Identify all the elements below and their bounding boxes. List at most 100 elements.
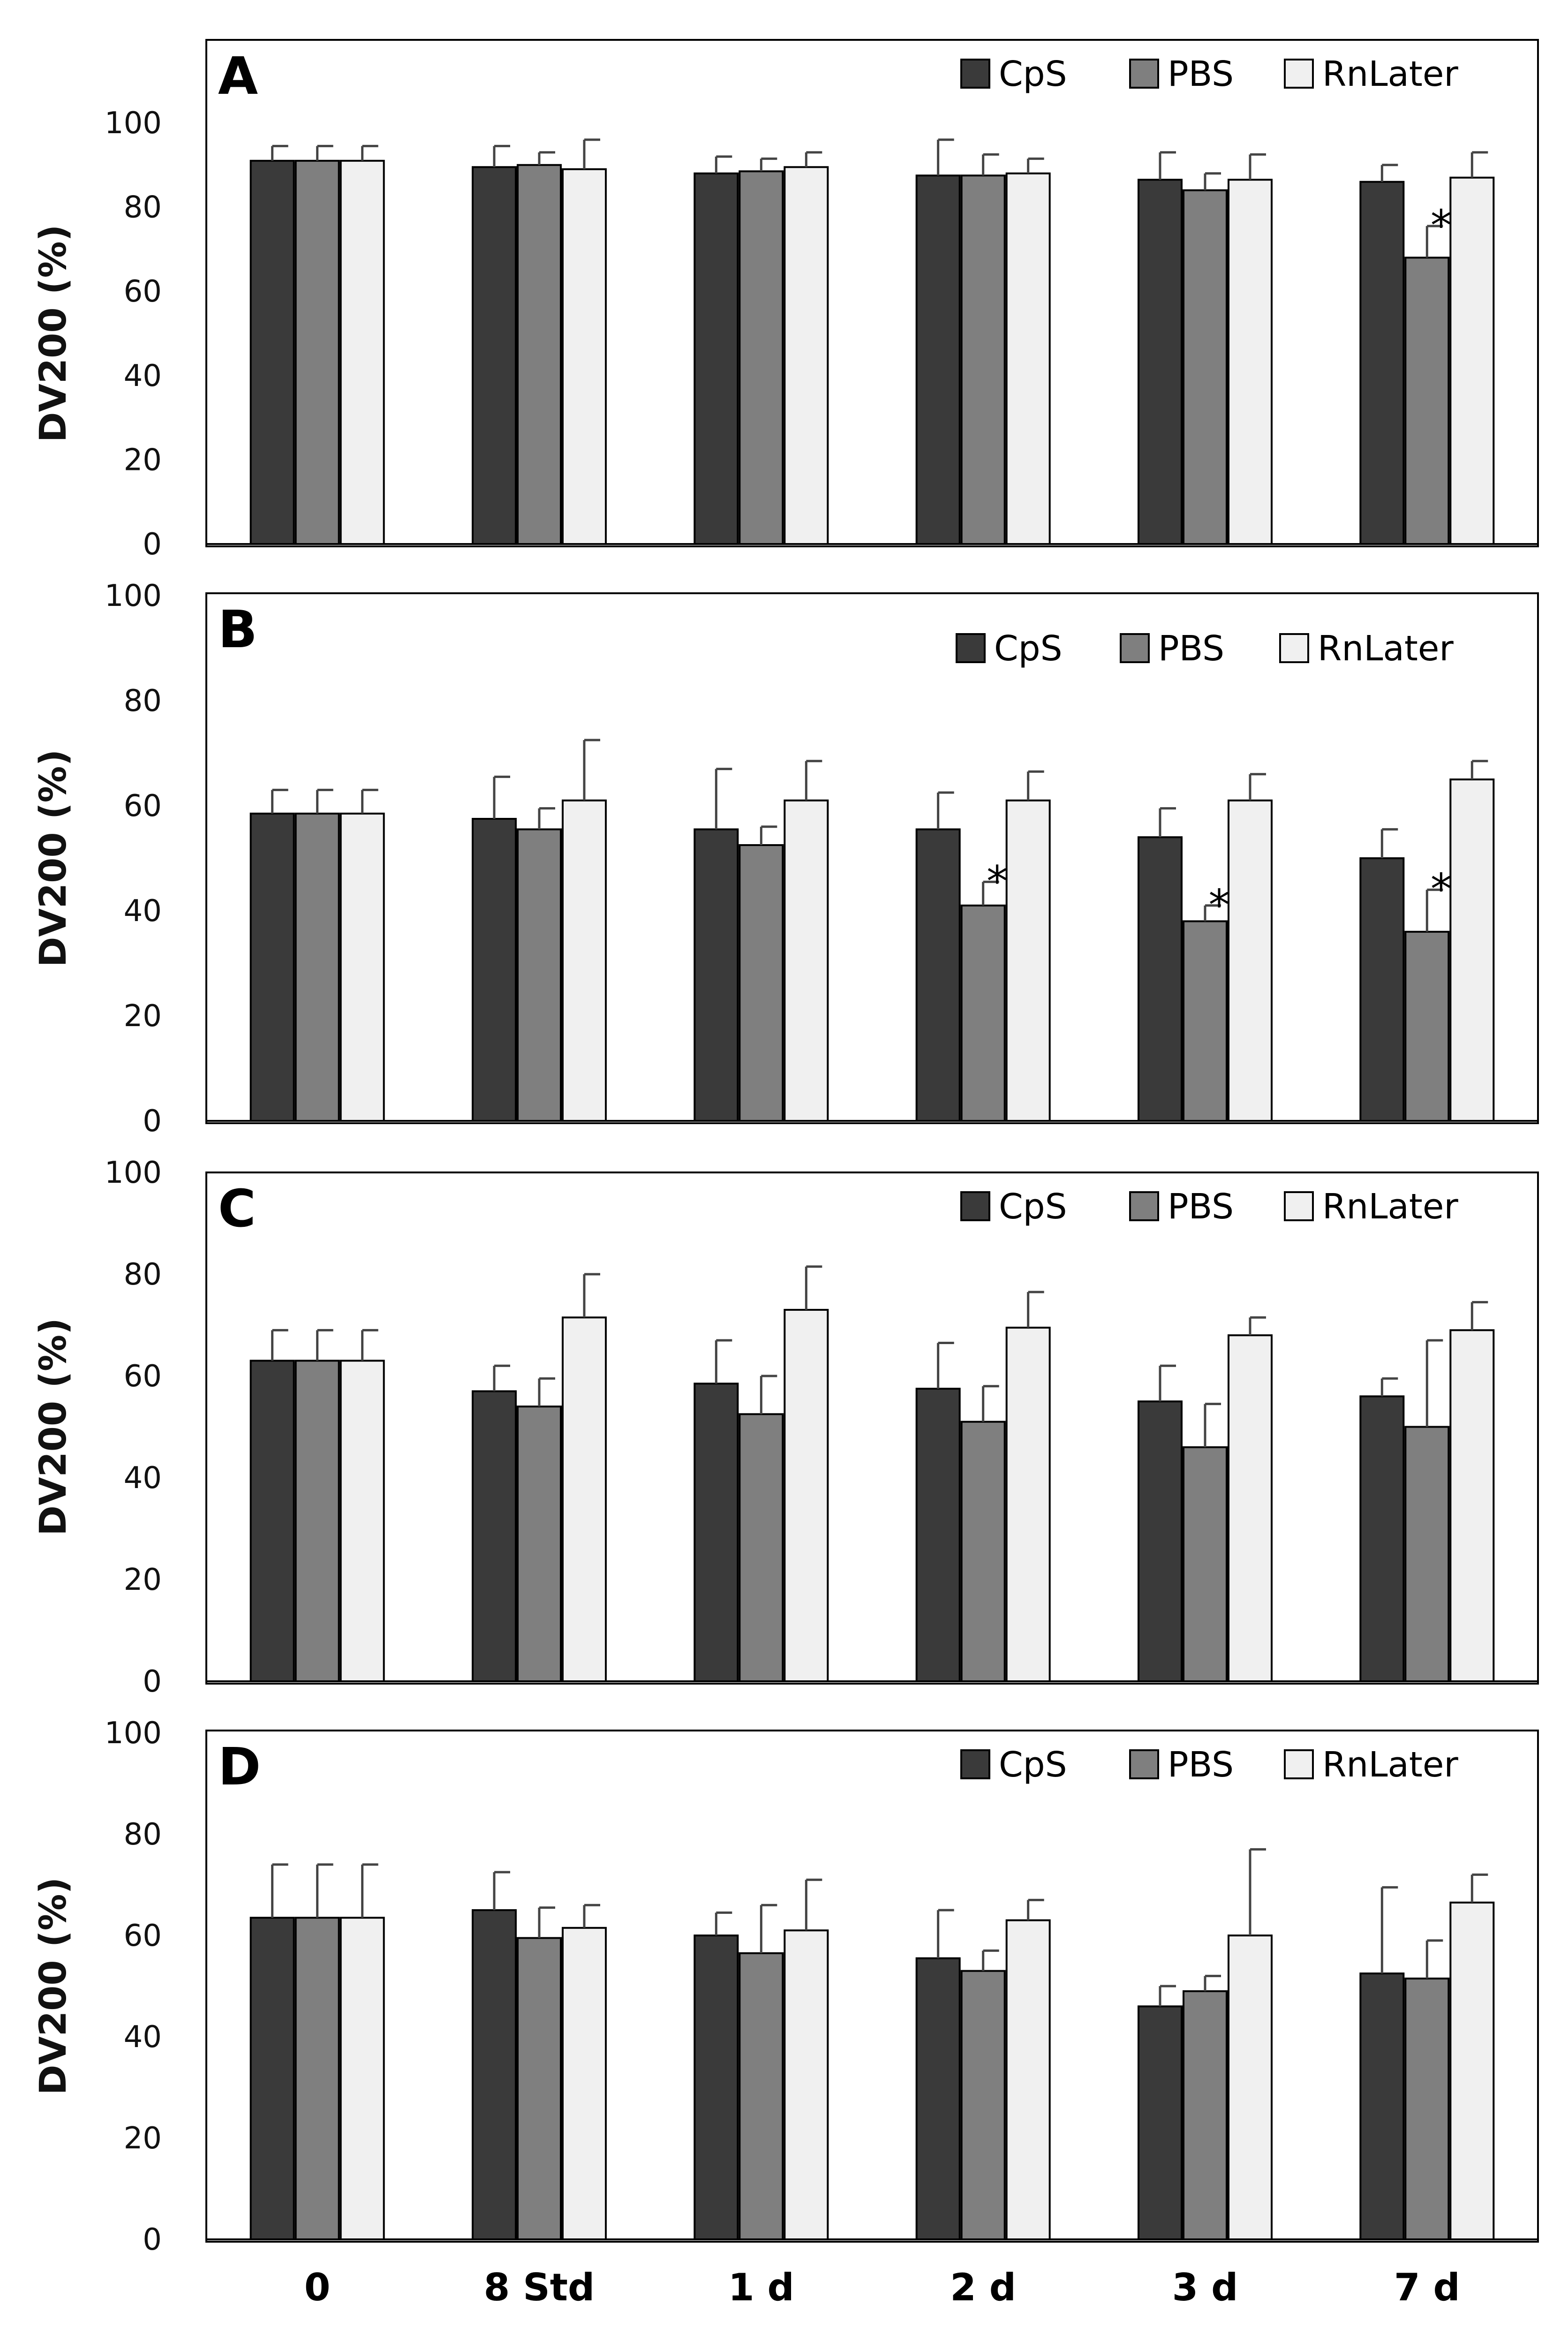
bar-rnlater-4 <box>1228 1935 1273 2240</box>
legend-label-pbs: PBS <box>1168 1187 1234 1227</box>
bar-rnlater-5 <box>1449 1901 1495 2241</box>
significance-marker: * <box>1209 881 1230 930</box>
bar-cps-0 <box>249 1917 295 2240</box>
bar-pbs-5 <box>1404 1426 1450 1682</box>
bar-cps-3 <box>915 1388 961 1682</box>
bar-cps-3 <box>915 828 961 1122</box>
y-tick-label: 60 <box>124 1919 162 1953</box>
y-tick-label: 0 <box>143 527 162 562</box>
bar-pbs-2 <box>739 844 784 1122</box>
x-tick-label: 7 d <box>1394 2266 1460 2309</box>
legend-swatch-rnlater <box>1284 1191 1314 1221</box>
y-tick-label: 80 <box>124 1257 162 1292</box>
x-tick-labels: 0 8 Std 1 d 2 d 3 d 7 d <box>304 2266 1460 2309</box>
y-axis-label: DV200 (%) <box>32 749 75 967</box>
bar-cps-4 <box>1138 2005 1183 2241</box>
bar-pbs-1 <box>517 164 562 545</box>
legend-swatch-cps <box>960 59 990 89</box>
y-tick-label: 100 <box>105 1716 162 1751</box>
legend-label-pbs: PBS <box>1158 628 1224 669</box>
bar-cps-1 <box>472 818 517 1122</box>
bar-rnlater-1 <box>562 168 607 545</box>
x-tick-label: 8 Std <box>484 2266 595 2309</box>
y-axis-label: DV200 (%) <box>32 225 75 443</box>
bar-cps-2 <box>694 1935 739 2240</box>
y-tick-label: 60 <box>124 789 162 824</box>
y-tick-label: 0 <box>143 1664 162 1699</box>
bar-pbs-1 <box>517 1406 562 1683</box>
legend-swatch-rnlater <box>1284 1749 1314 1779</box>
y-tick-label: 40 <box>124 359 162 393</box>
bar-cps-0 <box>249 1360 295 1682</box>
bar-pbs-5 <box>1404 257 1450 545</box>
y-tick-label: 80 <box>124 190 162 225</box>
bar-pbs-3 <box>960 174 1006 545</box>
panel-d: 0 20 40 60 80 100 DV200 (%) D CpS PBS RnLater <box>32 1716 1539 2257</box>
significance-marker: * <box>1431 201 1452 250</box>
bar-rnlater-5 <box>1449 779 1495 1122</box>
bar-rnlater-1 <box>562 1316 607 1683</box>
panel-frame <box>205 592 1539 1124</box>
panel-a: 0 20 40 60 80 100 DV200 (%) A CpS PBS RnLater * <box>32 39 1539 562</box>
legend-swatch-cps <box>960 1749 990 1779</box>
bar-cps-0 <box>249 812 295 1122</box>
bar-rnlater-0 <box>339 159 385 545</box>
significance-marker: * <box>1431 865 1452 914</box>
bar-cps-2 <box>694 172 739 545</box>
legend-swatch-cps <box>960 1191 990 1221</box>
bar-pbs-3 <box>960 904 1006 1122</box>
bar-pbs-2 <box>739 1952 784 2240</box>
bar-cps-1 <box>472 1909 517 2240</box>
legend-label-pbs: PBS <box>1168 1745 1234 1785</box>
bar-rnlater-1 <box>562 1927 607 2240</box>
y-tick-label: 20 <box>124 999 162 1034</box>
panel-b: 0 20 40 60 80 100 DV200 (%) B CpS PBS RnLater * * * <box>32 579 1539 1139</box>
bar-cps-4 <box>1138 1400 1183 1682</box>
legend-label-pbs: PBS <box>1168 54 1234 94</box>
bar-rnlater-0 <box>339 812 385 1122</box>
bar-pbs-1 <box>517 1937 562 2240</box>
bar-rnlater-2 <box>784 1929 829 2241</box>
bar-rnlater-4 <box>1228 179 1273 545</box>
bar-rnlater-3 <box>1005 172 1051 545</box>
panel-letter: D <box>218 1737 261 1797</box>
significance-marker: * <box>987 857 1008 906</box>
legend-label-rnlater: RnLater <box>1318 628 1454 669</box>
bar-cps-3 <box>915 1957 961 2241</box>
legend-label-cps: CpS <box>999 54 1067 94</box>
bar-pbs-4 <box>1183 1990 1228 2240</box>
legend-label-cps: CpS <box>999 1745 1067 1785</box>
bar-cps-4 <box>1138 179 1183 545</box>
legend-label-cps: CpS <box>994 628 1063 669</box>
y-axis-label: DV200 (%) <box>32 1318 75 1536</box>
bar-cps-3 <box>915 174 961 545</box>
bar-rnlater-1 <box>562 799 607 1122</box>
bar-rnlater-3 <box>1005 1326 1051 1683</box>
bar-pbs-4 <box>1183 1446 1228 1682</box>
y-tick-label: 60 <box>124 274 162 309</box>
bar-pbs-0 <box>294 159 340 545</box>
bar-rnlater-5 <box>1449 176 1495 545</box>
legend-label-rnlater: RnLater <box>1322 1187 1458 1227</box>
bar-rnlater-0 <box>339 1360 385 1682</box>
bar-pbs-0 <box>294 1360 340 1682</box>
bar-pbs-0 <box>294 812 340 1122</box>
panel-letter: C <box>218 1179 256 1239</box>
bar-rnlater-0 <box>339 1917 385 2240</box>
bar-cps-1 <box>472 1390 517 1683</box>
bar-rnlater-3 <box>1005 799 1051 1122</box>
bar-cps-5 <box>1359 181 1405 545</box>
bar-rnlater-4 <box>1228 1334 1273 1682</box>
legend-swatch-pbs <box>1129 1191 1159 1221</box>
bar-pbs-3 <box>960 1421 1006 1682</box>
panel-frame <box>205 39 1539 547</box>
bar-rnlater-5 <box>1449 1329 1495 1683</box>
panel-frame <box>205 1172 1539 1685</box>
legend-label-cps: CpS <box>999 1187 1067 1227</box>
bar-rnlater-3 <box>1005 1919 1051 2241</box>
bar-rnlater-2 <box>784 1308 829 1682</box>
panel-c: 0 20 40 60 80 100 DV200 (%) C CpS PBS RnLater <box>32 1156 1539 1699</box>
y-axis-label: DV200 (%) <box>32 1877 75 2095</box>
panel-letter: A <box>218 46 258 106</box>
